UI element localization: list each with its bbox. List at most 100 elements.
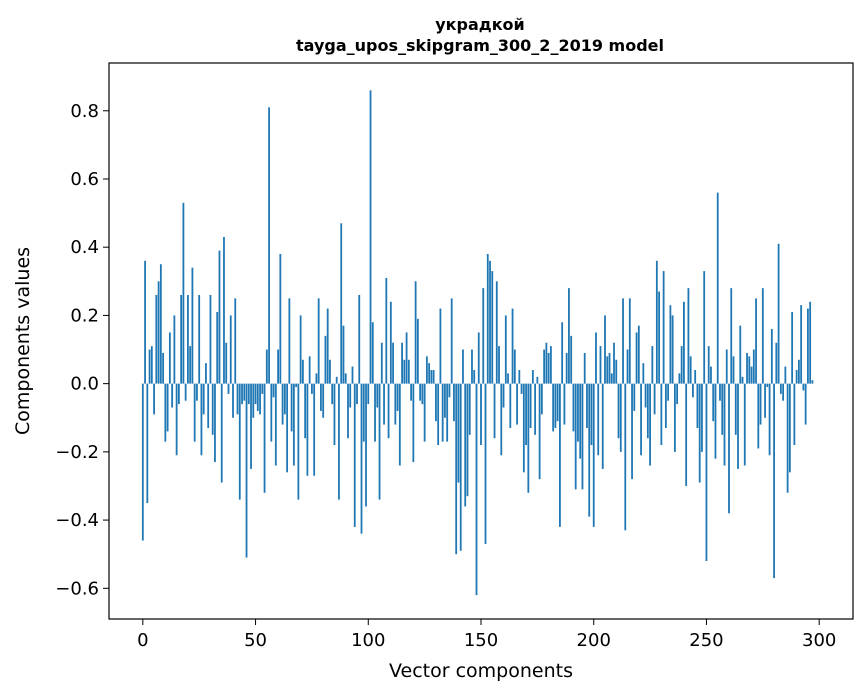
bar <box>227 383 230 394</box>
bar <box>572 383 575 432</box>
bar <box>177 383 180 405</box>
bar <box>455 383 458 555</box>
bar <box>468 383 471 435</box>
bar <box>685 383 688 486</box>
bar <box>425 356 428 384</box>
bar <box>599 346 602 384</box>
bar <box>396 383 399 411</box>
bar <box>755 298 757 384</box>
bar <box>412 383 415 463</box>
bar <box>577 383 579 442</box>
bar <box>369 90 372 384</box>
bar <box>141 383 144 541</box>
bar <box>362 383 365 442</box>
bar <box>317 298 320 384</box>
bar <box>439 308 442 384</box>
bar <box>597 383 600 456</box>
bar <box>200 383 203 456</box>
bar <box>748 356 751 384</box>
bar <box>207 383 210 428</box>
bar <box>173 315 176 384</box>
bar <box>651 346 654 384</box>
bar <box>182 202 185 384</box>
bar <box>290 383 293 432</box>
bar <box>444 383 446 418</box>
bar <box>547 352 550 384</box>
bar <box>245 383 248 558</box>
bar <box>570 335 573 384</box>
bar <box>297 383 300 500</box>
bar <box>180 294 183 384</box>
bar <box>739 325 742 384</box>
bar <box>750 366 753 384</box>
bar <box>464 383 467 507</box>
bar <box>773 383 775 579</box>
y-tick-label: 0.0 <box>70 374 99 395</box>
bar <box>288 298 291 384</box>
bar <box>261 383 264 394</box>
bar <box>150 346 153 384</box>
bar <box>371 322 374 384</box>
bar <box>191 267 194 384</box>
bar <box>394 383 397 425</box>
bar <box>270 383 273 442</box>
bar <box>356 383 358 405</box>
bar <box>809 301 812 384</box>
bar <box>701 383 703 452</box>
bar <box>635 332 638 384</box>
bar <box>338 383 340 500</box>
bar <box>211 383 214 435</box>
bar <box>507 373 509 384</box>
bar <box>401 342 403 384</box>
bar <box>286 383 289 473</box>
bar <box>518 369 521 384</box>
bar <box>349 383 352 408</box>
bar <box>335 376 338 384</box>
bar <box>649 383 651 466</box>
x-tick-label: 200 <box>577 630 611 651</box>
bar <box>166 383 169 432</box>
x-axis-ticks: 0 50 100 150 200 250 300 <box>137 619 836 651</box>
chart-subtitle-text: tayga_upos_skipgram_300_2_2019 model <box>296 36 664 55</box>
bar <box>274 383 277 466</box>
bar <box>311 383 313 394</box>
bar <box>676 383 679 405</box>
bar <box>522 383 525 473</box>
bar <box>405 332 408 384</box>
bar <box>622 298 624 384</box>
bar <box>254 383 257 405</box>
bar <box>495 281 498 384</box>
bar <box>538 383 541 480</box>
bar <box>250 383 252 469</box>
bar <box>272 383 275 398</box>
bar <box>658 291 661 384</box>
bar <box>628 298 631 384</box>
bar <box>421 383 424 405</box>
bar <box>252 383 255 418</box>
y-tick-label: 0.8 <box>70 101 99 122</box>
bar <box>448 383 451 398</box>
bar <box>306 383 309 476</box>
bar <box>277 349 279 384</box>
bar <box>694 369 697 384</box>
bar <box>175 383 178 456</box>
bar <box>441 383 444 442</box>
bar <box>707 346 710 384</box>
bar <box>743 383 746 466</box>
bar <box>633 383 636 411</box>
bar <box>604 315 606 384</box>
bar <box>791 312 794 384</box>
bar <box>601 383 604 469</box>
bar <box>730 288 733 384</box>
bar <box>617 383 620 439</box>
bar <box>807 308 809 384</box>
bar <box>283 383 286 415</box>
bar <box>800 305 803 384</box>
bar <box>462 349 464 384</box>
bar <box>423 383 426 442</box>
bar <box>545 342 548 384</box>
bar <box>159 264 162 384</box>
bar <box>301 359 304 384</box>
bar <box>660 383 663 446</box>
